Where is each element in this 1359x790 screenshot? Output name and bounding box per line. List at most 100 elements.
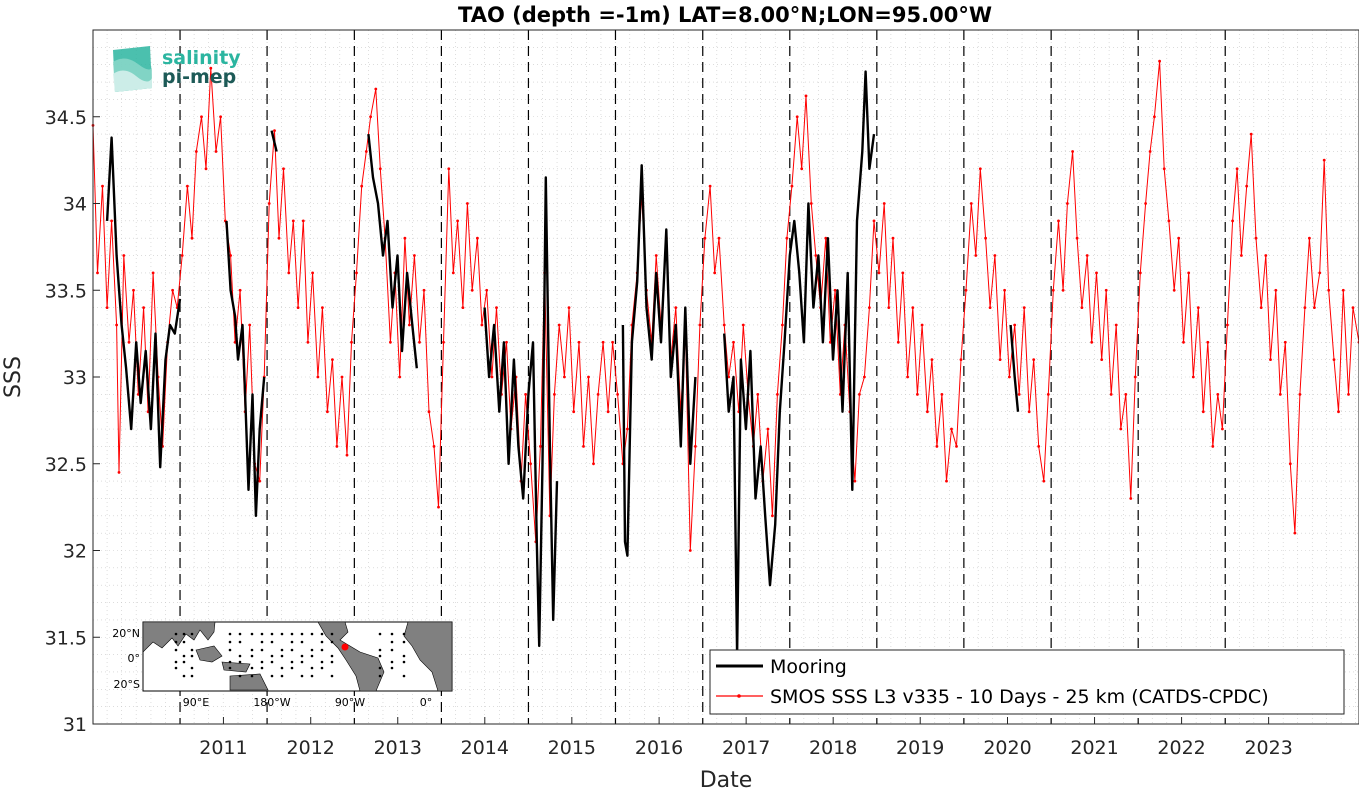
- inset-map-mooring-dot: [238, 640, 242, 644]
- series-smos-point: [978, 167, 982, 171]
- series-smos-point: [1061, 288, 1065, 292]
- series-smos-point: [940, 393, 944, 396]
- inset-map-mooring-dot: [238, 654, 242, 658]
- series-smos-point: [959, 358, 963, 361]
- series-smos-point: [1046, 393, 1050, 396]
- series-smos-point: [785, 236, 789, 240]
- series-mooring-line: [723, 70, 876, 656]
- logo-wave-icon-3: [113, 70, 152, 92]
- series-smos-point: [301, 219, 305, 223]
- inset-lon-label-90w: 90°W: [335, 696, 365, 709]
- series-smos-point: [557, 323, 561, 327]
- inset-map-mooring-dot: [300, 632, 304, 636]
- inset-map-mooring-dot: [320, 640, 324, 644]
- x-tick-label: 2012: [287, 737, 335, 759]
- series-smos-point: [495, 306, 498, 309]
- series-smos-point: [964, 288, 968, 292]
- series-smos-point: [378, 167, 382, 171]
- x-tick-label: 2020: [983, 737, 1031, 759]
- inset-map-mooring-dot: [280, 648, 284, 652]
- year-markers: [179, 30, 1226, 724]
- salinity-pi-mep-logo: salinity pi-mep: [113, 46, 241, 92]
- series-smos-point: [616, 393, 619, 396]
- inset-map-mooring-dot: [310, 666, 314, 670]
- inset-map-mooring-dot: [378, 648, 382, 652]
- y-tick-label: 34.5: [45, 107, 87, 129]
- series-smos-point: [1269, 358, 1272, 361]
- series-smos-point: [1216, 393, 1220, 396]
- series-smos-point: [403, 236, 407, 240]
- inset-map-mooring-dot: [182, 660, 186, 664]
- series-smos-point: [998, 358, 1002, 361]
- series-smos-point: [186, 184, 189, 188]
- series-smos-point: [828, 340, 832, 344]
- inset-map-mooring-dot: [250, 654, 254, 658]
- inset-map-mooring-dot: [280, 632, 284, 636]
- x-axis-ticks: 2011 2012 2013 2014 2015 2016 2017 2018 2019 2020…: [199, 717, 1293, 759]
- inset-map-mooring-dot: [378, 674, 382, 678]
- series-smos-point: [258, 479, 262, 483]
- series-smos-point: [273, 129, 276, 133]
- inset-map-land-maritime: [195, 645, 269, 691]
- series-smos-point: [127, 340, 131, 344]
- series-smos-point: [926, 410, 929, 414]
- series-smos-point: [132, 288, 135, 292]
- series-smos-point: [809, 202, 813, 205]
- inset-map-mooring-dot: [182, 674, 186, 678]
- series-smos-point: [1254, 236, 1258, 240]
- series-smos-point: [422, 288, 426, 292]
- series-smos-point: [331, 358, 334, 361]
- series-smos-point: [703, 236, 707, 240]
- series-smos-point: [1235, 167, 1239, 171]
- x-tick-label: 2022: [1157, 737, 1205, 759]
- series-smos-point: [287, 271, 291, 275]
- inset-map-mooring-dot: [228, 666, 232, 670]
- inset-map-mooring-dot: [190, 666, 194, 670]
- series-smos-point: [1003, 288, 1006, 292]
- series-smos-point: [1013, 323, 1017, 327]
- inset-map-mooring-dot: [174, 660, 178, 664]
- series-smos-point: [1008, 375, 1011, 379]
- series-smos-point: [316, 375, 320, 379]
- inset-map-land-americas: [317, 621, 385, 692]
- series-smos-point: [413, 254, 416, 257]
- series-smos-point: [277, 236, 281, 240]
- series-smos-point: [955, 445, 958, 448]
- series-smos-point: [1332, 358, 1336, 361]
- series-smos-point: [567, 306, 571, 309]
- x-tick-label: 2013: [374, 737, 422, 759]
- series-smos-point: [592, 462, 595, 466]
- series-smos-point: [214, 150, 218, 153]
- inset-map-land-asia: [142, 621, 216, 653]
- inset-map-mooring-dot: [300, 640, 304, 644]
- series-smos-point: [993, 254, 997, 257]
- series-smos-point: [194, 150, 198, 153]
- series-smos-point: [1196, 306, 1200, 309]
- inset-map-mooring-dot: [390, 632, 394, 636]
- inset-map-mooring-dot: [270, 674, 274, 678]
- series-smos-point: [200, 115, 203, 119]
- x-tick-label: 2017: [722, 737, 770, 759]
- series-smos-point: [229, 254, 233, 257]
- inset-map-mooring-dot: [270, 654, 274, 658]
- series-smos-point: [1318, 271, 1322, 275]
- series-smos-point: [553, 393, 556, 396]
- series-smos-point: [1191, 375, 1195, 379]
- series-smos-point: [171, 288, 175, 292]
- series-smos-point: [1182, 340, 1185, 344]
- series-smos-point: [771, 514, 774, 518]
- series-mooring-line: [367, 133, 418, 369]
- series-smos-point: [219, 115, 223, 119]
- series-smos-point: [1133, 375, 1137, 379]
- y-tick-label: 34: [63, 194, 87, 216]
- inset-lat-label-20s: 20°S: [114, 678, 140, 691]
- series-smos-point: [340, 375, 344, 379]
- inset-map-mooring-dot: [250, 674, 254, 678]
- series-smos-point: [1148, 150, 1152, 153]
- series-smos-point: [1274, 288, 1278, 292]
- series-smos-point: [1153, 115, 1156, 119]
- inset-map-mooring-dot: [330, 632, 334, 636]
- inset-map-mooring-dot: [320, 648, 324, 652]
- series-smos-point: [204, 167, 208, 171]
- series-smos-point: [587, 375, 590, 379]
